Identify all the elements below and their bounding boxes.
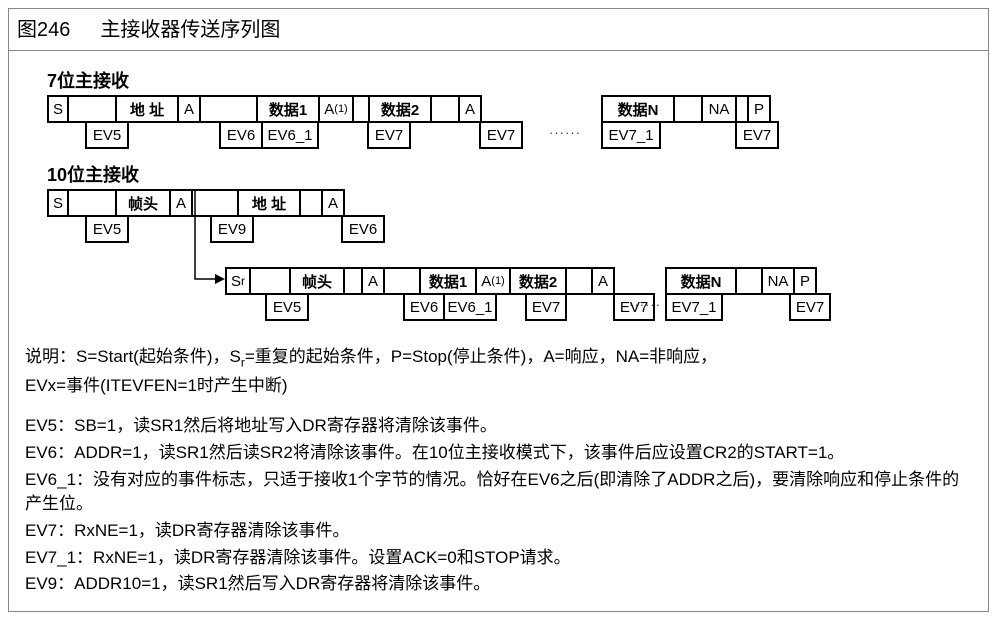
desc-ev7-1: EV7_1：RxNE=1，读DR寄存器清除该事件。设置ACK=0和STOP请求。 [25,546,972,571]
seq-7bit-title: 7位主接收 [47,67,972,93]
seq-cell: EV7 [735,121,779,149]
figure-caption: 主接收器传送序列图 [100,13,280,42]
seq-cell [737,267,763,295]
seq-cell: EV5 [265,293,309,321]
repeated-start-arrow [25,191,245,291]
seq-cell: EV6_1 [445,293,497,321]
seq-7bit-area: S 地 址A 数据1A(1) 数据2 AEV5EV6EV6_1EV7EV7···… [25,95,972,155]
seq-cell: 帧头 [291,267,345,295]
diagram-container: 7位主接收 S 地 址A 数据1A(1) 数据2 AEV5EV6EV6_1EV7… [8,50,989,612]
seq-cell: 数据2 [370,95,432,123]
desc-ev5: EV5：SB=1，读SR1然后将地址写入DR寄存器将清除该事件。 [25,414,972,439]
seq-cell: 数据2 [511,267,567,295]
desc-ev9: EV9：ADDR10=1，读SR1然后写入DR寄存器将清除该事件。 [25,572,972,597]
figure-title: 图246 主接收器传送序列图 [8,8,989,50]
seq-cell: A [593,267,615,295]
seq-cell [201,95,258,123]
seq-cell: EV7 [525,293,567,321]
seq-cell [345,267,363,295]
seq-10bit-area-2: Sr 帧头 A 数据1A(1)数据2 AEV5EV6EV6_1EV7EV7···… [25,267,972,335]
seq-cell: EV6 [219,121,263,149]
seq-cell: EV6 [341,215,385,243]
seq-cell: A(1) [477,267,511,295]
continuation-dots: ······ [541,125,589,140]
seq-cell: EV7_1 [601,121,661,149]
seq-cell: A [179,95,201,123]
seq-cell [737,95,749,123]
seq-cell: 地 址 [117,95,179,123]
desc-ev7: EV7：RxNE=1，读DR寄存器清除该事件。 [25,519,972,544]
seq-cell: EV5 [85,121,129,149]
seq-cell: 数据1 [421,267,477,295]
seq-cell [432,95,460,123]
desc-ev6: EV6：ADDR=1，读SR1然后读SR2将清除该事件。在10位主接收模式下，该… [25,441,972,466]
seq-cell [301,189,323,217]
seq-cell: 数据N [601,95,675,123]
seq-cell: A [363,267,385,295]
seq-cell: NA [703,95,737,123]
figure-number: 图246 [17,13,70,42]
desc-legend-1: 说明：S=Start(起始条件)，Sr=重复的起始条件，P=Stop(停止条件)… [25,345,972,372]
seq-cell: EV7 [479,121,523,149]
seq-cell [251,267,291,295]
seq-cell: 地 址 [239,189,301,217]
seq-cell: S [47,95,69,123]
seq-cell: EV6 [403,293,445,321]
seq-cell: EV7 [367,121,411,149]
seq-cell: 数据1 [258,95,320,123]
seq-cell: P [795,267,817,295]
seq-cell [354,95,370,123]
seq-cell [567,267,593,295]
description: 说明：S=Start(起始条件)，Sr=重复的起始条件，P=Stop(停止条件)… [25,345,972,597]
seq-cell: A [323,189,345,217]
continuation-dots: ······ [621,297,669,312]
seq-cell [69,95,117,123]
seq-cell: EV7 [789,293,831,321]
desc-ev6-1: EV6_1：没有对应的事件标志，只适于接收1个字节的情况。恰好在EV6之后(即清… [25,468,972,517]
seq-cell: EV6_1 [263,121,319,149]
seq-cell: 数据N [665,267,737,295]
seq-cell: A [460,95,482,123]
seq-cell [385,267,421,295]
seq-cell [675,95,703,123]
seq-10bit-title: 10位主接收 [47,161,972,187]
desc-legend-2: EVx=事件(ITEVFEN=1时产生中断) [25,374,972,399]
seq-cell: NA [763,267,795,295]
seq-cell: EV7_1 [665,293,723,321]
seq-cell: P [749,95,771,123]
seq-cell: A(1) [320,95,354,123]
